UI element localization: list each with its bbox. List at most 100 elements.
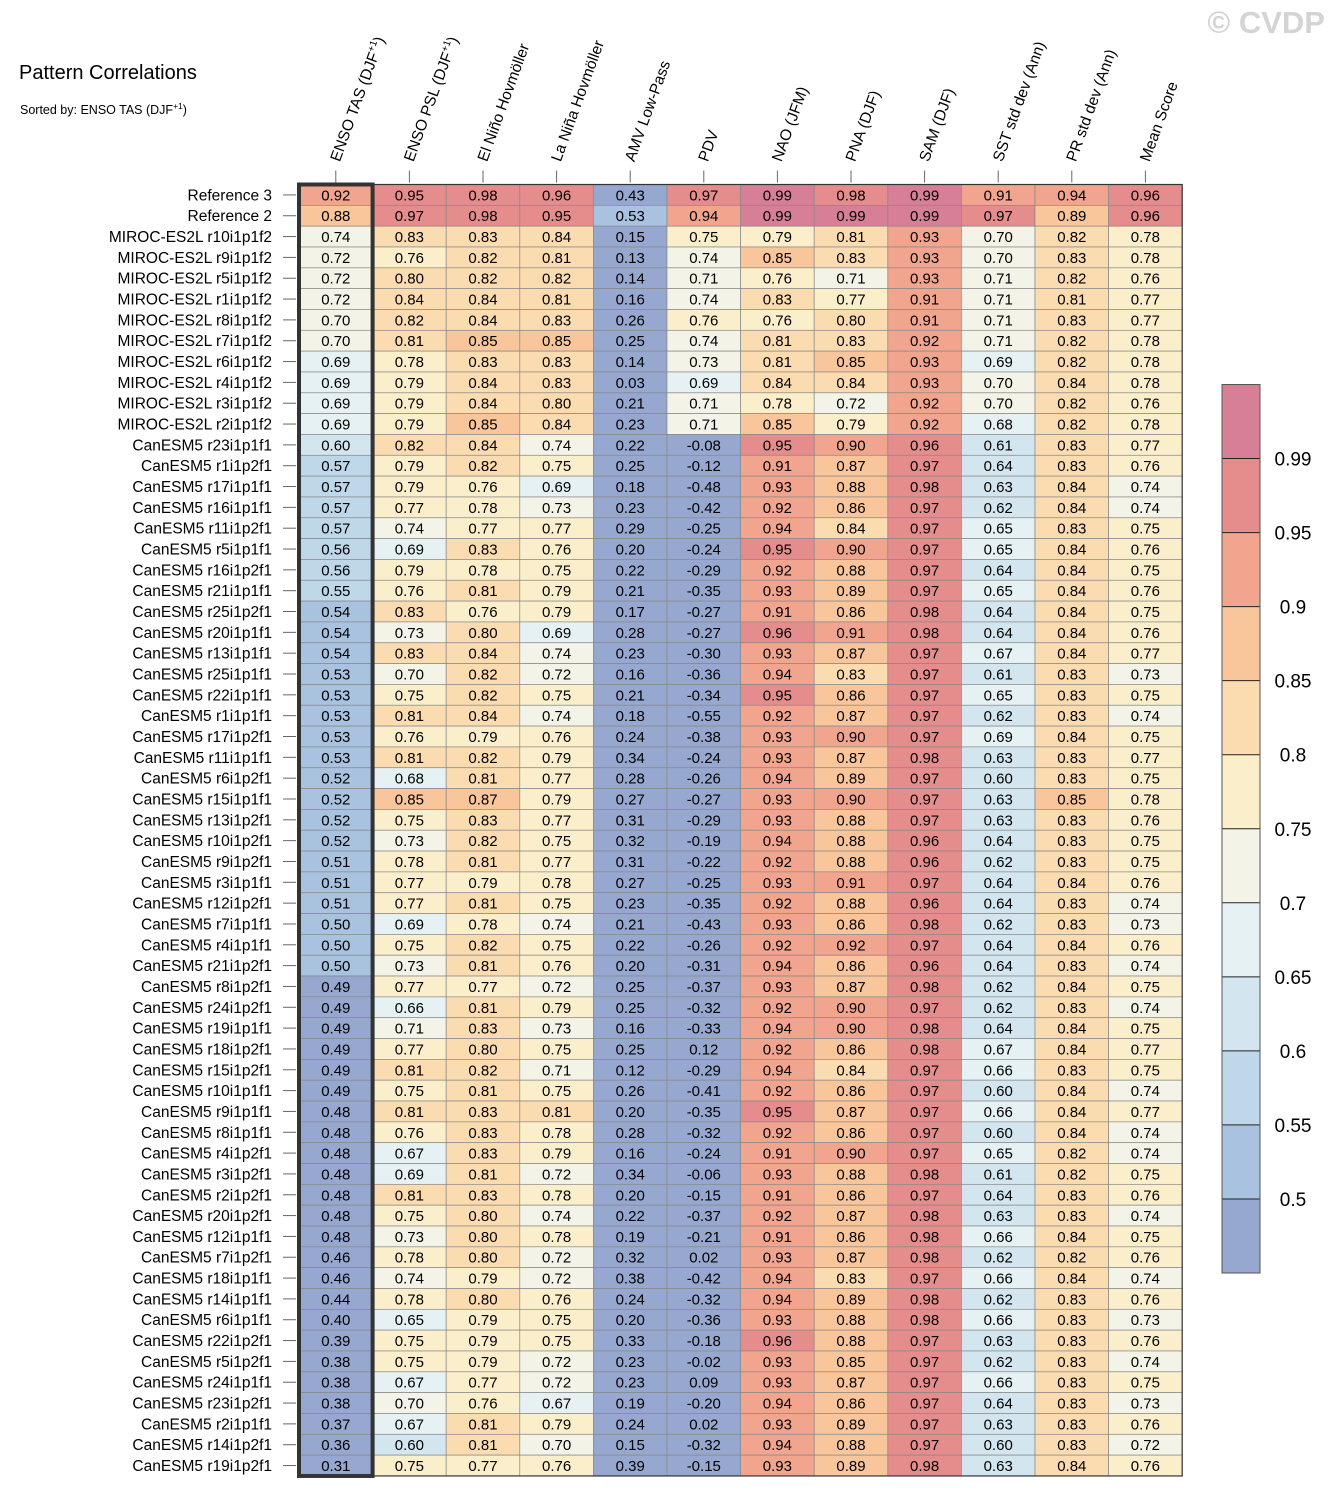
row-label: CanESM5 r18i1p1f1: [132, 1271, 272, 1288]
cell-value: 0.81: [468, 1437, 497, 1454]
cell-value: 0.77: [395, 875, 424, 892]
column-label: Mean Score: [1137, 80, 1182, 164]
cell-value: 0.86: [836, 500, 865, 517]
column-label: SST std dev (Ann): [990, 39, 1049, 164]
row-label: CanESM5 r13i1p2f1: [132, 812, 272, 829]
cell-value: 0.92: [763, 1083, 792, 1100]
cell-value: 0.92: [763, 1041, 792, 1058]
cell-value: 0.78: [1131, 229, 1160, 246]
cell-value: 0.27: [616, 875, 645, 892]
cell-value: 0.75: [542, 687, 571, 704]
cell-value: 0.75: [1131, 1021, 1160, 1038]
cell-value: 0.82: [468, 833, 497, 850]
cell-value: 0.49: [321, 1083, 350, 1100]
cell-value: 0.78: [542, 875, 571, 892]
row-label: CanESM5 r23i1p1f1: [132, 437, 272, 454]
cell-value: 0.93: [763, 1250, 792, 1267]
cell-value: 0.78: [542, 1125, 571, 1142]
row-label: CanESM5 r16i1p1f1: [132, 500, 272, 517]
cell-value: -0.22: [687, 854, 721, 871]
cell-value: 0.78: [395, 1291, 424, 1308]
cell-value: 0.83: [542, 354, 571, 371]
cell-value: 0.82: [542, 271, 571, 288]
cell-value: 0.98: [910, 1021, 939, 1038]
row-label: CanESM5 r20i1p2f1: [132, 1208, 272, 1225]
cell-value: 0.75: [395, 1208, 424, 1225]
cell-value: 0.74: [1131, 958, 1160, 975]
cell-value: 0.67: [984, 1041, 1013, 1058]
cell-value: 0.63: [984, 750, 1013, 767]
cell-value: 0.24: [616, 1416, 645, 1433]
colorbar-label: 0.55: [1275, 1116, 1312, 1137]
cell-value: 0.63: [984, 1416, 1013, 1433]
column-labels: ENSO TAS (DJF+1)ENSO PSL (DJF+1)El Niño …: [328, 35, 1182, 183]
cell-value: 0.83: [468, 1125, 497, 1142]
cell-value: 0.75: [1131, 562, 1160, 579]
cell-value: 0.87: [836, 458, 865, 475]
cell-value: 0.22: [616, 437, 645, 454]
cell-value: 0.84: [836, 1062, 865, 1079]
cell-value: 0.88: [836, 1333, 865, 1350]
cell-value: 0.98: [910, 1166, 939, 1183]
cell-value: 0.53: [321, 687, 350, 704]
cell-value: 0.67: [395, 1146, 424, 1163]
row-label: CanESM5 r1i1p2f1: [141, 458, 272, 475]
cell-value: -0.48: [687, 479, 721, 496]
cell-value: 0.75: [689, 229, 718, 246]
cell-value: 0.70: [984, 375, 1013, 392]
cell-value: 0.46: [321, 1271, 350, 1288]
cell-value: 0.84: [1057, 875, 1086, 892]
cell-value: 0.84: [1057, 1125, 1086, 1142]
cell-value: 0.89: [836, 1291, 865, 1308]
cell-value: 0.83: [1057, 1291, 1086, 1308]
cell-value: 0.84: [468, 437, 497, 454]
cell-value: 0.69: [321, 375, 350, 392]
column-label: SAM (DJF): [916, 86, 958, 164]
cell-value: 0.82: [1057, 417, 1086, 434]
cell-value: 0.69: [395, 916, 424, 933]
cell-value: 0.48: [321, 1208, 350, 1225]
cell-value: 0.63: [984, 1208, 1013, 1225]
cell-value: 0.31: [321, 1458, 350, 1475]
cell-value: 0.56: [321, 562, 350, 579]
cell-value: -0.37: [687, 1208, 721, 1225]
cell-value: 0.96: [910, 896, 939, 913]
cell-value: 0.64: [984, 833, 1013, 850]
cell-value: 0.75: [395, 1354, 424, 1371]
cell-value: 0.97: [910, 687, 939, 704]
cell-value: 0.53: [321, 750, 350, 767]
cell-value: 0.29: [616, 521, 645, 538]
cell-value: 0.64: [984, 937, 1013, 954]
cell-value: 0.75: [1131, 729, 1160, 746]
cell-value: 0.64: [984, 1021, 1013, 1038]
cell-value: 0.39: [321, 1333, 350, 1350]
cell-value: 0.83: [1057, 1416, 1086, 1433]
cell-value: 0.79: [468, 1333, 497, 1350]
cell-value: 0.82: [468, 271, 497, 288]
cell-value: 0.60: [321, 437, 350, 454]
cell-value: 0.49: [321, 1021, 350, 1038]
cell-value: 0.80: [395, 271, 424, 288]
cell-value: -0.29: [687, 812, 721, 829]
cell-value: 0.84: [468, 646, 497, 663]
cell-value: 0.98: [910, 1250, 939, 1267]
cell-value: 0.14: [616, 354, 645, 371]
cell-value: -0.32: [687, 1125, 721, 1142]
cell-value: 0.97: [910, 1271, 939, 1288]
cell-value: 0.15: [616, 229, 645, 246]
cell-value: 0.57: [321, 500, 350, 517]
cell-value: 0.79: [468, 1354, 497, 1371]
cell-value: 0.97: [910, 812, 939, 829]
cell-value: -0.21: [687, 1229, 721, 1246]
cell-value: 0.53: [321, 667, 350, 684]
row-label: CanESM5 r21i1p2f1: [132, 958, 272, 975]
row-label: MIROC-ES2L r6i1p1f2: [118, 354, 273, 371]
cell-value: 0.83: [1057, 916, 1086, 933]
cell-value: 0.97: [910, 729, 939, 746]
cell-value: 0.97: [910, 1187, 939, 1204]
cell-value: 0.89: [836, 1416, 865, 1433]
cell-value: 0.25: [616, 1000, 645, 1017]
cell-value: 0.77: [1131, 1104, 1160, 1121]
cell-value: 0.84: [1057, 1041, 1086, 1058]
cell-value: 0.32: [616, 833, 645, 850]
